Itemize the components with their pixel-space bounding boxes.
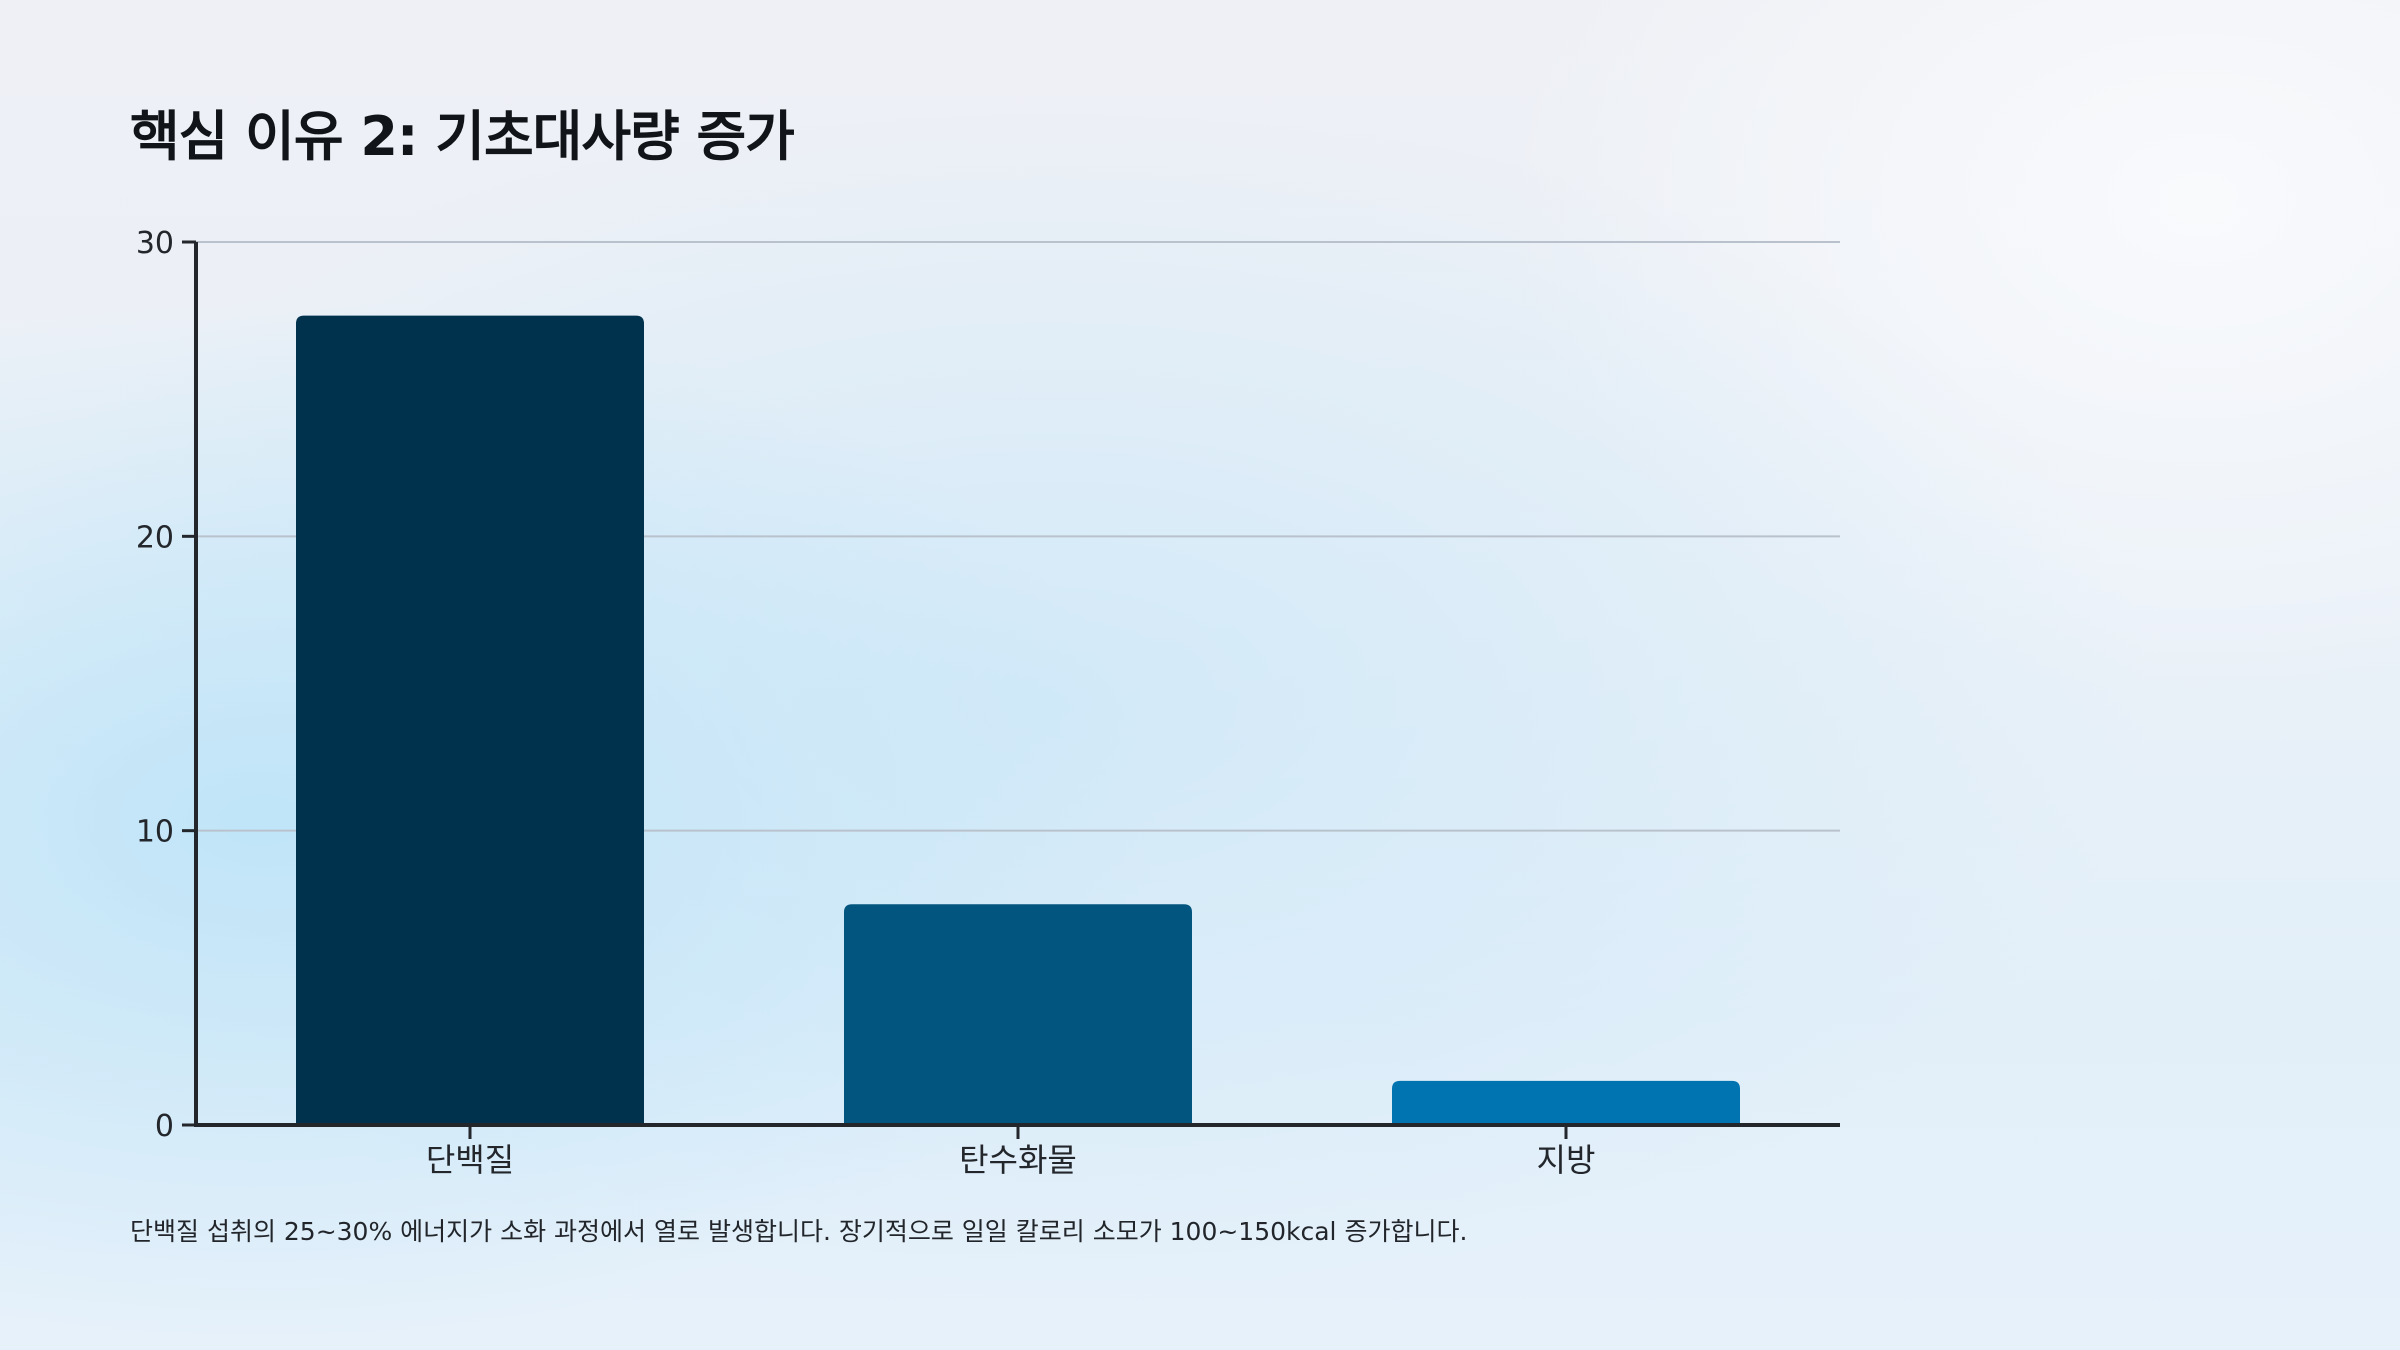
x-category-label: 단백질: [426, 1141, 514, 1179]
bar-3: [1392, 1080, 1740, 1125]
y-tick-label: 30: [136, 226, 174, 261]
chart-caption: 단백질 섭취의 25~30% 에너지가 소화 과정에서 열로 발생합니다. 장기…: [130, 1217, 1468, 1246]
y-tick-label: 20: [136, 520, 174, 555]
x-category-label: 탄수화물: [959, 1141, 1077, 1179]
y-tick-label: 10: [136, 815, 174, 850]
axis-labels: 0 10 20 30 단백질 탄수화물 지방: [136, 226, 1596, 1179]
bar-2: [844, 904, 1192, 1125]
x-category-label: 지방: [1537, 1141, 1596, 1179]
slide-title: 핵심 이유 2: 기초대사량 증가: [130, 105, 795, 168]
axes: [182, 240, 1840, 1139]
y-tick-label: 0: [155, 1109, 174, 1144]
bar-1: [296, 315, 644, 1125]
bars: [296, 315, 1740, 1125]
